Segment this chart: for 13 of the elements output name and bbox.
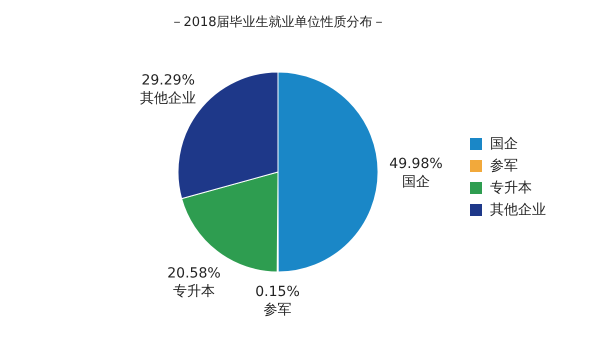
data-label: 0.15% bbox=[255, 284, 300, 300]
slice-label: 专升本 bbox=[172, 283, 215, 300]
data-label: 20.58% bbox=[167, 265, 221, 282]
legend-label: 专升本 bbox=[490, 180, 532, 196]
data-label: 29.29% bbox=[141, 72, 195, 88]
chart-title: －2018届毕业生就业单位性质分布－ bbox=[170, 15, 386, 30]
slice-label: 参军 bbox=[264, 302, 292, 318]
legend-label: 其他企业 bbox=[490, 202, 546, 218]
data-label: 49.98% bbox=[389, 156, 443, 172]
legend-label: 参军 bbox=[490, 158, 518, 174]
slice-label: 国企 bbox=[402, 174, 430, 190]
slice-label: 其他企业 bbox=[140, 90, 196, 106]
legend-label: 国企 bbox=[490, 136, 518, 152]
